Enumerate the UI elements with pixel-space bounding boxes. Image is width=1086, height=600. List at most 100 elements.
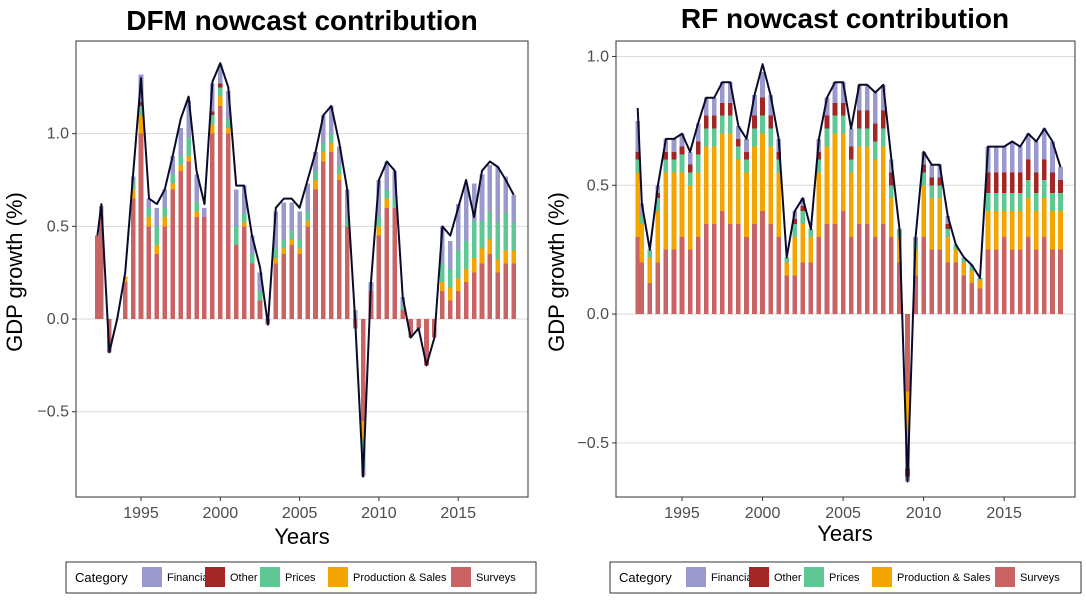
dfm-bar-prices-38 [392,198,398,208]
rf-bar-production-sales-27 [848,172,854,237]
dfm-bar-prices-37 [384,189,390,199]
rf-bar-other-14 [744,151,749,160]
rf-bar-other-32 [889,172,894,186]
rf-plot-area: −0.5 0.0 0.5 1.0 1995 2000 2005 2010 2015 [577,40,1076,522]
rf-bar-production-sales-39 [945,236,951,263]
dfm-panel: DFM nowcast contribution −0.5 0.0 0.5 1.0 19… [2,5,537,594]
dfm-total-nowcast-line [96,62,515,478]
dfm-bar-production-sales-45 [448,287,453,301]
dfm-bar-financial-23 [273,211,279,249]
dfm-bar-production-sales-16 [218,96,223,106]
rf-bar-other-3 [655,193,661,199]
rf-bar-surveys-22 [808,262,814,315]
rf-bar-financial-27 [848,128,854,147]
rf-panel-border [615,40,1076,498]
rf-bar-surveys-20 [792,275,798,315]
rf-bar-production-sales-48 [1017,211,1023,250]
dfm-bar-production-sales-46 [455,278,461,292]
dfm-bar-financial-14 [202,207,207,218]
rf-bar-financial-45 [993,146,999,173]
rf-bar-surveys-34 [905,314,910,392]
dfm-bar-prices-13 [194,202,199,212]
dfm-bar-production-sales-36 [376,226,382,236]
dfm-bar-surveys-13 [194,217,199,320]
rf-bar-surveys-53 [1058,249,1063,315]
dfm-bar-production-sales-28 [313,180,318,190]
rf-bar-surveys-13 [736,223,741,315]
dfm-bar-prices-9 [162,207,168,218]
dfm-bar-prices-19 [241,213,247,223]
dfm-bar-financial-10 [170,155,176,175]
rf-bar-surveys-40 [953,262,959,315]
rf-bar-surveys-0 [635,236,641,315]
rf-bar-surveys-6 [679,236,685,315]
rf-bar-production-sales-29 [864,146,870,224]
dfm-bar-surveys-1 [99,217,104,320]
rf-bar-other-10 [711,115,717,129]
rf-bar-surveys-14 [744,236,749,315]
dfm-bar-surveys-6 [138,133,144,320]
dfm-x-tick-label-2: 2005 [282,505,318,522]
rf-total-nowcast-line [636,63,1062,483]
rf-bar-surveys-38 [937,249,943,315]
rf-bar-surveys-8 [695,236,701,315]
rf-bar-production-sales-36 [921,185,926,237]
dfm-bar-surveys-8 [154,254,160,320]
dfm-bar-surveys-29 [321,161,326,320]
dfm-bar-prices-32 [344,217,350,227]
dfm-bar-financial-11 [178,128,183,156]
rf-bar-other-26 [840,102,846,116]
rf-y-tick-label-1: 0.0 [587,306,609,323]
dfm-bar-surveys-44 [440,291,445,320]
rf-bar-other-13 [736,138,741,147]
dfm-bar-surveys-34 [360,319,366,421]
dfm-bar-prices-48 [471,220,477,258]
dfm-bar-prices-45 [448,269,453,288]
rf-bar-prices-49 [1025,180,1031,199]
dfm-bar-production-sales-53 [511,250,517,264]
rf-legend-key-other [749,567,769,587]
rf-bar-production-sales-22 [808,236,814,263]
dfm-bar-surveys-52 [503,263,509,320]
dfm-bar-prices-15 [210,115,215,125]
dfm-bar-prices-49 [479,220,485,249]
rf-bar-surveys-37 [929,249,934,315]
rf-bar-production-sales-44 [985,211,991,250]
dfm-legend: Category Financial Other Prices Production &… [65,561,537,594]
rf-bar-surveys-39 [945,262,951,315]
rf-bar-prices-17 [768,128,773,147]
rf-bar-other-51 [1042,159,1047,181]
rf-bar-surveys-43 [977,288,983,315]
rf-bar-financial-37 [929,164,934,178]
rf-bar-prices-16 [760,115,765,134]
dfm-plot-area: −0.5 0.0 0.5 1.0 1995 2000 2005 2010 2015 [37,40,529,522]
rf-bar-prices-2 [647,249,653,258]
rf-legend-label-financial: Financial [711,572,755,584]
dfm-bar-prices-36 [376,217,382,227]
rf-bar-surveys-10 [711,223,717,315]
rf-bar-financial-47 [1009,141,1015,173]
dfm-bar-prices-25 [289,230,294,240]
rf-bar-prices-23 [816,159,822,173]
rf-bar-production-sales-14 [744,172,749,237]
rf-bar-financial-16 [760,71,765,98]
rf-bar-prices-12 [728,115,733,134]
rf-bar-prices-43 [977,278,983,281]
rf-bar-surveys-48 [1017,249,1023,315]
rf-bar-surveys-12 [728,223,733,315]
dfm-bar-financial-46 [455,204,461,251]
dfm-bar-surveys-16 [218,105,223,320]
rf-bar-surveys-24 [824,223,830,315]
rf-bar-other-12 [728,102,733,116]
dfm-bar-prices-11 [178,155,183,166]
dfm-bar-financial-26 [297,211,302,240]
dfm-bar-financial-50 [487,165,493,212]
dfm-bar-surveys-14 [202,217,207,320]
rf-bar-prices-4 [663,159,669,173]
dfm-bar-financial-28 [313,152,318,171]
rf-bar-financial-30 [872,92,878,124]
rf-bar-production-sales-3 [655,211,661,263]
dfm-bar-prices-30 [329,133,334,143]
rf-bar-surveys-52 [1050,249,1055,315]
rf-bar-financial-1 [639,203,645,217]
